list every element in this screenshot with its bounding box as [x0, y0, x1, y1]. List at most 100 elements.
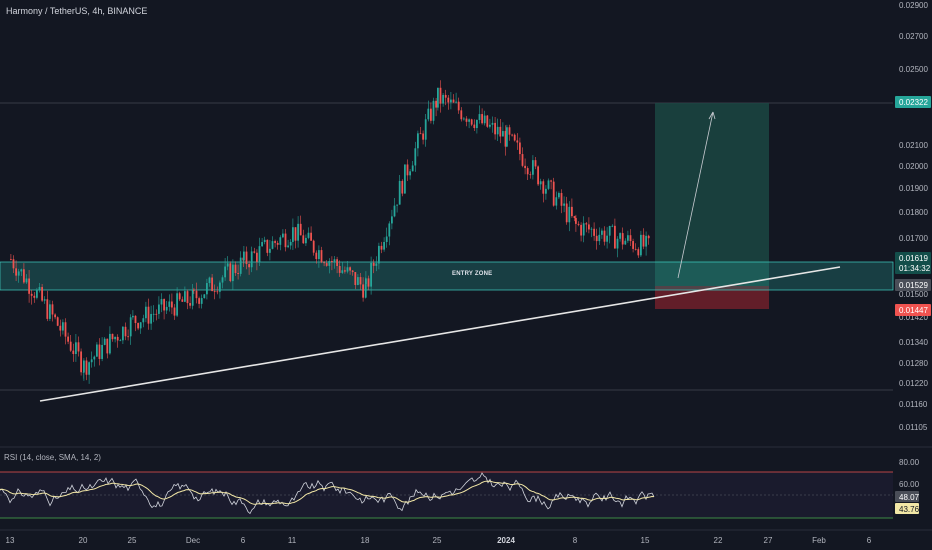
candle-body: [23, 269, 25, 283]
candle-body: [614, 225, 616, 249]
candle-body: [213, 291, 216, 292]
candle-body: [357, 277, 359, 285]
rsi-line: [0, 472, 655, 515]
candle-body: [116, 336, 119, 341]
candle-body: [318, 250, 320, 260]
entry-badge: 0.01529: [899, 281, 928, 290]
candle-body: [526, 168, 529, 175]
candle-body: [393, 205, 396, 217]
candle-body: [256, 252, 258, 262]
candle-body: [380, 245, 383, 250]
candle-body: [558, 193, 560, 198]
price-tick: 0.01220: [899, 379, 928, 388]
target-zone[interactable]: [655, 103, 769, 286]
candle-body: [147, 306, 150, 324]
candle-body: [563, 203, 565, 206]
candle-body: [15, 268, 17, 276]
candle-body: [239, 257, 242, 274]
candle-body: [145, 306, 147, 319]
candle-body: [588, 224, 590, 230]
candle-body: [508, 127, 511, 135]
price-tick: 0.01800: [899, 208, 928, 217]
candle-body: [378, 245, 380, 264]
rsi-sma-line: [0, 480, 655, 505]
candle-body: [234, 264, 237, 273]
candle-body: [307, 232, 310, 238]
candle-body: [417, 133, 419, 149]
price-tick: 0.01900: [899, 184, 928, 193]
candle-body: [152, 313, 155, 315]
candle-body: [411, 165, 414, 172]
candle-body: [173, 307, 176, 316]
candle-body: [338, 266, 341, 273]
candle-body: [250, 251, 253, 268]
candle-body: [560, 193, 563, 206]
candle-body: [64, 322, 67, 337]
candle-body: [181, 299, 184, 302]
candle-body: [282, 233, 284, 238]
candle-body: [297, 223, 299, 241]
time-tick: 6: [241, 536, 246, 545]
candle-body: [601, 230, 603, 235]
candle-body: [349, 267, 351, 271]
candle-body: [608, 226, 611, 236]
candle-body: [404, 164, 406, 194]
candle-body: [54, 314, 56, 318]
stop-zone[interactable]: [655, 286, 769, 309]
candle-body: [310, 232, 312, 241]
candle-body: [245, 251, 248, 265]
candle-body: [419, 133, 422, 135]
entry-zone[interactable]: [0, 261, 894, 291]
candle-body: [401, 180, 404, 194]
candle-body: [499, 126, 502, 137]
candle-body: [289, 241, 292, 246]
trendline[interactable]: [39, 266, 841, 402]
candle-body: [590, 228, 593, 230]
candle-body: [271, 241, 274, 249]
candle-body: [598, 234, 601, 242]
candle-body: [494, 122, 496, 135]
projection-arrow[interactable]: [677, 111, 714, 279]
candle-body: [534, 160, 537, 167]
candle-body: [237, 272, 239, 274]
candle-body: [537, 166, 539, 185]
candle-body: [470, 119, 473, 125]
candle-body: [478, 114, 481, 120]
candle-body: [398, 180, 401, 205]
time-tick: 25: [128, 536, 137, 545]
time-tick: 18: [361, 536, 370, 545]
candle-body: [98, 344, 101, 359]
candle-body: [450, 99, 452, 103]
arrow-head-icon: [708, 111, 716, 120]
candle-body: [331, 260, 333, 262]
candle-body: [439, 87, 442, 104]
entry-badge-bg: [895, 279, 931, 291]
candle-body: [465, 118, 468, 122]
candle-body: [56, 317, 59, 326]
candle-body: [432, 100, 435, 121]
candle-body: [72, 350, 75, 354]
candle-body: [444, 94, 447, 98]
price-axis[interactable]: 0.02900 0.02700 0.02500 0.02100 0.02000 …: [899, 1, 928, 432]
candle-body: [409, 171, 411, 176]
candle-body: [606, 235, 608, 242]
candle-body: [468, 119, 470, 122]
rsi-tick: 80.00: [899, 458, 920, 467]
candle-body: [595, 235, 598, 242]
candle-body: [642, 234, 645, 247]
candle-body: [489, 124, 491, 127]
candle-body: [276, 242, 279, 245]
price-tick: 0.01500: [899, 290, 928, 299]
candle-body: [232, 264, 234, 282]
candle-body: [336, 259, 338, 267]
time-tick: 8: [573, 536, 578, 545]
candle-body: [627, 235, 629, 241]
time-tick: 25: [433, 536, 442, 545]
symbol-title: Harmony / TetherUS, 4h, BINANCE: [6, 6, 148, 16]
candle-body: [20, 269, 23, 272]
candle-body: [101, 344, 103, 359]
time-axis[interactable]: 13 20 25 Dec 6 11 18 25 2024 8 15 22 27 …: [6, 536, 872, 545]
candle-body: [150, 313, 152, 324]
candle-body: [486, 115, 489, 127]
